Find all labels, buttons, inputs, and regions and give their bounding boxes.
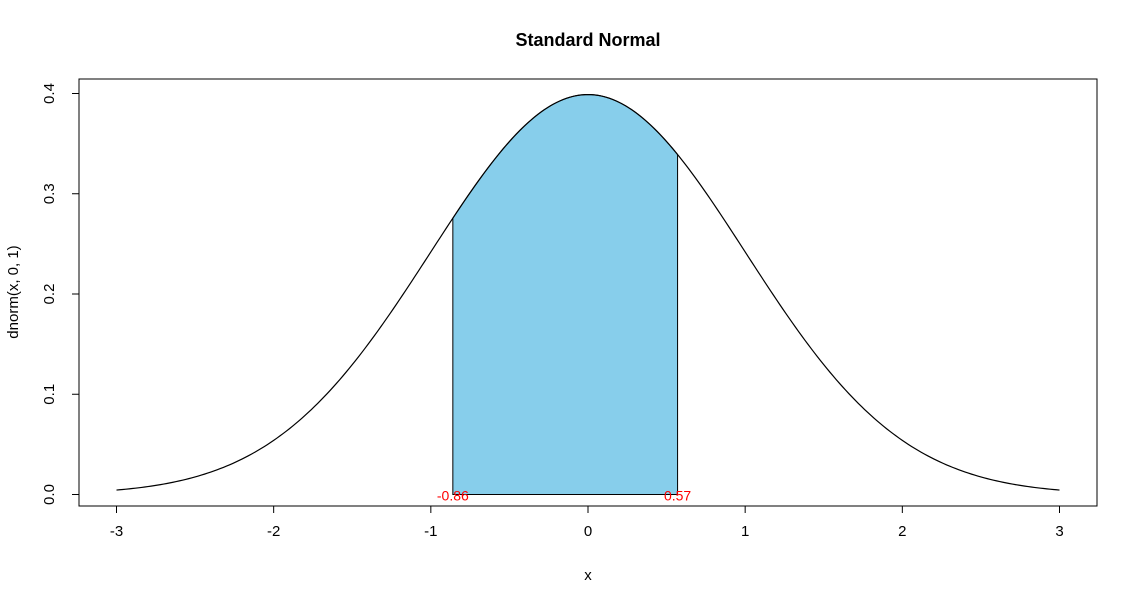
x-tick-label: -2: [267, 523, 280, 540]
x-tick-label: 2: [898, 523, 906, 540]
x-tick-label: 1: [741, 523, 749, 540]
x-axis-label: x: [584, 567, 592, 584]
x-tick-label: -1: [424, 523, 437, 540]
chart-title: Standard Normal: [515, 30, 660, 50]
y-tick-label: 0.2: [41, 284, 58, 305]
y-axis-label: dnorm(x, 0, 1): [5, 245, 22, 338]
x-tick-label: 0: [584, 523, 592, 540]
y-axis: 0.0 0.1 0.2 0.3 0.4: [41, 83, 80, 505]
lower-bound-label: -0.86: [437, 488, 469, 504]
shaded-probability-area: [452, 94, 679, 495]
y-tick-label: 0.0: [41, 484, 58, 505]
density-curve: [116, 93, 1060, 491]
x-tick-label: 3: [1055, 523, 1063, 540]
y-tick-label: 0.4: [41, 83, 58, 104]
y-tick-label: 0.3: [41, 183, 58, 204]
x-axis: -3 -2 -1 0 1 2 3: [110, 505, 1064, 540]
x-tick-label: -3: [110, 523, 123, 540]
y-tick-label: 0.1: [41, 384, 58, 405]
upper-bound-label: 0.57: [664, 488, 691, 504]
